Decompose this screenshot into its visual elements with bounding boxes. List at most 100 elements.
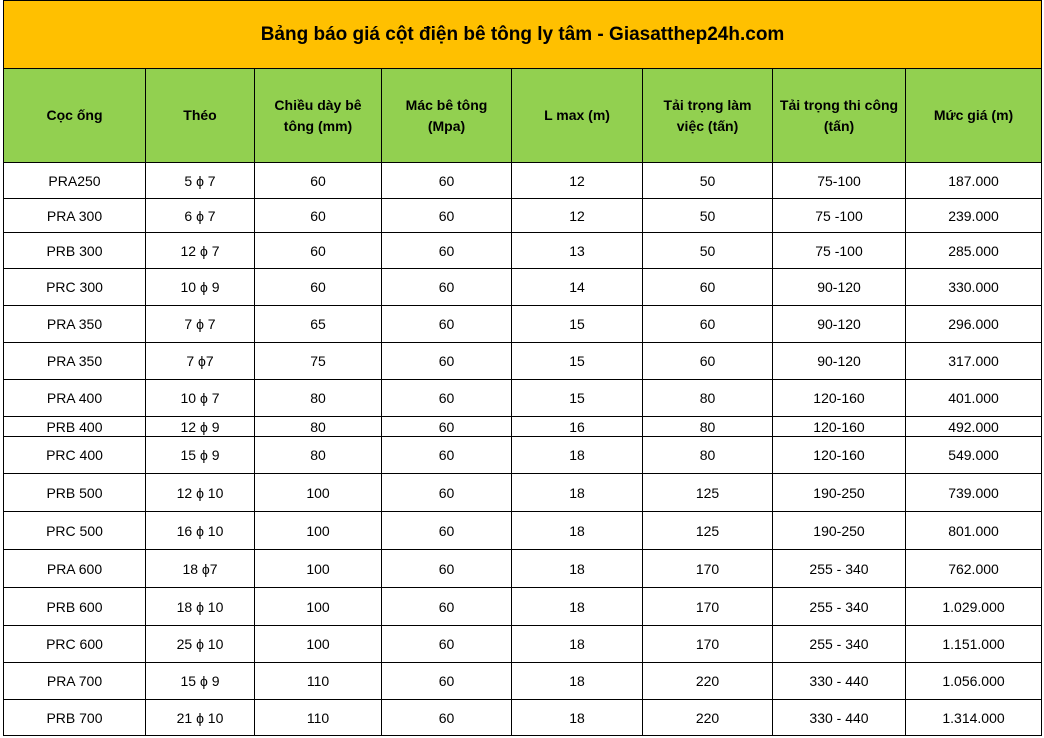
table-row: PRA250 5 ϕ 7 60 60 12 50 75-100 187.000: [3, 162, 1043, 199]
cell-thickness: 110: [254, 699, 382, 736]
cell-strand: 25 ϕ 10: [145, 625, 255, 663]
cell-l-max: 18: [511, 625, 643, 663]
cell-price: 1.151.000: [904, 625, 1043, 663]
cell-pile-type: PRA 350: [3, 342, 146, 380]
table-row: PRB 300 12 ϕ 7 60 60 13 50 75 -100 285.000: [3, 232, 1043, 269]
cell-price: 401.000: [904, 379, 1043, 417]
cell-pile-type: PRC 300: [3, 268, 146, 306]
cell-concrete-grade: 60: [381, 436, 512, 474]
cell-construction-load: 330 - 440: [772, 699, 906, 736]
table-row: PRA 700 15 ϕ 9 110 60 18 220 330 - 440 1.056.00…: [3, 662, 1043, 700]
header-row: Cọc ống Théo Chiều dày bê tông (mm) Mác bê …: [3, 68, 1043, 163]
cell-price: 285.000: [904, 232, 1043, 269]
cell-pile-type: PRB 400: [3, 416, 146, 437]
cell-working-load: 80: [642, 436, 773, 474]
cell-construction-load: 190-250: [772, 511, 906, 550]
cell-construction-load: 255 - 340: [772, 549, 906, 588]
cell-construction-load: 330 - 440: [772, 662, 906, 700]
cell-price: 739.000: [904, 473, 1043, 512]
cell-strand: 18 ϕ7: [145, 549, 255, 588]
cell-pile-type: PRC 600: [3, 625, 146, 663]
cell-strand: 5 ϕ 7: [145, 162, 255, 199]
cell-working-load: 60: [642, 305, 773, 343]
cell-l-max: 18: [511, 662, 643, 700]
cell-concrete-grade: 60: [381, 416, 512, 437]
cell-construction-load: 255 - 340: [772, 625, 906, 663]
cell-construction-load: 255 - 340: [772, 587, 906, 626]
header-thickness: Chiều dày bê tông (mm): [254, 68, 382, 163]
header-construction-load: Tải trọng thi công (tấn): [772, 68, 906, 163]
table-row: PRB 500 12 ϕ 10 100 60 18 125 190-250 739.000: [3, 473, 1043, 512]
cell-thickness: 100: [254, 625, 382, 663]
cell-thickness: 60: [254, 162, 382, 199]
cell-l-max: 15: [511, 379, 643, 417]
cell-concrete-grade: 60: [381, 232, 512, 269]
cell-pile-type: PRC 400: [3, 436, 146, 474]
cell-thickness: 65: [254, 305, 382, 343]
cell-price: 1.029.000: [904, 587, 1043, 626]
cell-price: 317.000: [904, 342, 1043, 380]
cell-price: 330.000: [904, 268, 1043, 306]
cell-pile-type: PRA 600: [3, 549, 146, 588]
cell-pile-type: PRB 700: [3, 699, 146, 736]
cell-l-max: 18: [511, 473, 643, 512]
cell-thickness: 80: [254, 416, 382, 437]
cell-pile-type: PRA 300: [3, 198, 146, 233]
table-title: Bảng báo giá cột điện bê tông ly tâm - G…: [2, 0, 1043, 69]
cell-concrete-grade: 60: [381, 305, 512, 343]
cell-construction-load: 90-120: [772, 268, 906, 306]
cell-strand: 6 ϕ 7: [145, 198, 255, 233]
cell-strand: 21 ϕ 10: [145, 699, 255, 736]
cell-concrete-grade: 60: [381, 473, 512, 512]
cell-working-load: 170: [642, 625, 773, 663]
cell-pile-type: PRB 500: [3, 473, 146, 512]
cell-strand: 16 ϕ 10: [145, 511, 255, 550]
cell-working-load: 50: [642, 198, 773, 233]
cell-price: 1.056.000: [904, 662, 1043, 700]
cell-working-load: 50: [642, 162, 773, 199]
cell-l-max: 18: [511, 549, 643, 588]
cell-thickness: 80: [254, 379, 382, 417]
table-row: PRA 350 7 ϕ7 75 60 15 60 90-120 317.000: [3, 342, 1043, 380]
cell-working-load: 80: [642, 416, 773, 437]
cell-strand: 7 ϕ 7: [145, 305, 255, 343]
header-working-load: Tải trọng làm việc (tấn): [642, 68, 773, 163]
cell-working-load: 220: [642, 662, 773, 700]
cell-construction-load: 75 -100: [772, 232, 906, 269]
cell-thickness: 100: [254, 549, 382, 588]
cell-concrete-grade: 60: [381, 587, 512, 626]
cell-working-load: 60: [642, 342, 773, 380]
cell-working-load: 50: [642, 232, 773, 269]
cell-price: 801.000: [904, 511, 1043, 550]
cell-l-max: 18: [511, 699, 643, 736]
cell-construction-load: 75 -100: [772, 198, 906, 233]
cell-thickness: 60: [254, 268, 382, 306]
cell-l-max: 14: [511, 268, 643, 306]
cell-pile-type: PRB 600: [3, 587, 146, 626]
table-row: PRC 300 10 ϕ 9 60 60 14 60 90-120 330.000: [3, 268, 1043, 306]
cell-thickness: 100: [254, 511, 382, 550]
cell-strand: 12 ϕ 10: [145, 473, 255, 512]
table-row: PRA 300 6 ϕ 7 60 60 12 50 75 -100 239.000: [3, 198, 1043, 233]
cell-concrete-grade: 60: [381, 198, 512, 233]
cell-concrete-grade: 60: [381, 379, 512, 417]
cell-pile-type: PRA 400: [3, 379, 146, 417]
cell-price: 762.000: [904, 549, 1043, 588]
cell-strand: 12 ϕ 7: [145, 232, 255, 269]
cell-concrete-grade: 60: [381, 511, 512, 550]
cell-strand: 15 ϕ 9: [145, 436, 255, 474]
cell-construction-load: 75-100: [772, 162, 906, 199]
cell-thickness: 75: [254, 342, 382, 380]
cell-thickness: 100: [254, 587, 382, 626]
cell-l-max: 15: [511, 342, 643, 380]
cell-strand: 12 ϕ 9: [145, 416, 255, 437]
cell-concrete-grade: 60: [381, 162, 512, 199]
header-price: Mức giá (m): [904, 68, 1043, 163]
header-strand: Théo: [145, 68, 255, 163]
table-row: PRB 700 21 ϕ 10 110 60 18 220 330 - 440 1.314.0…: [3, 699, 1043, 736]
cell-l-max: 18: [511, 587, 643, 626]
table-row: PRC 500 16 ϕ 10 100 60 18 125 190-250 801.000: [3, 511, 1043, 550]
cell-price: 296.000: [904, 305, 1043, 343]
header-l-max: L max (m): [511, 68, 643, 163]
